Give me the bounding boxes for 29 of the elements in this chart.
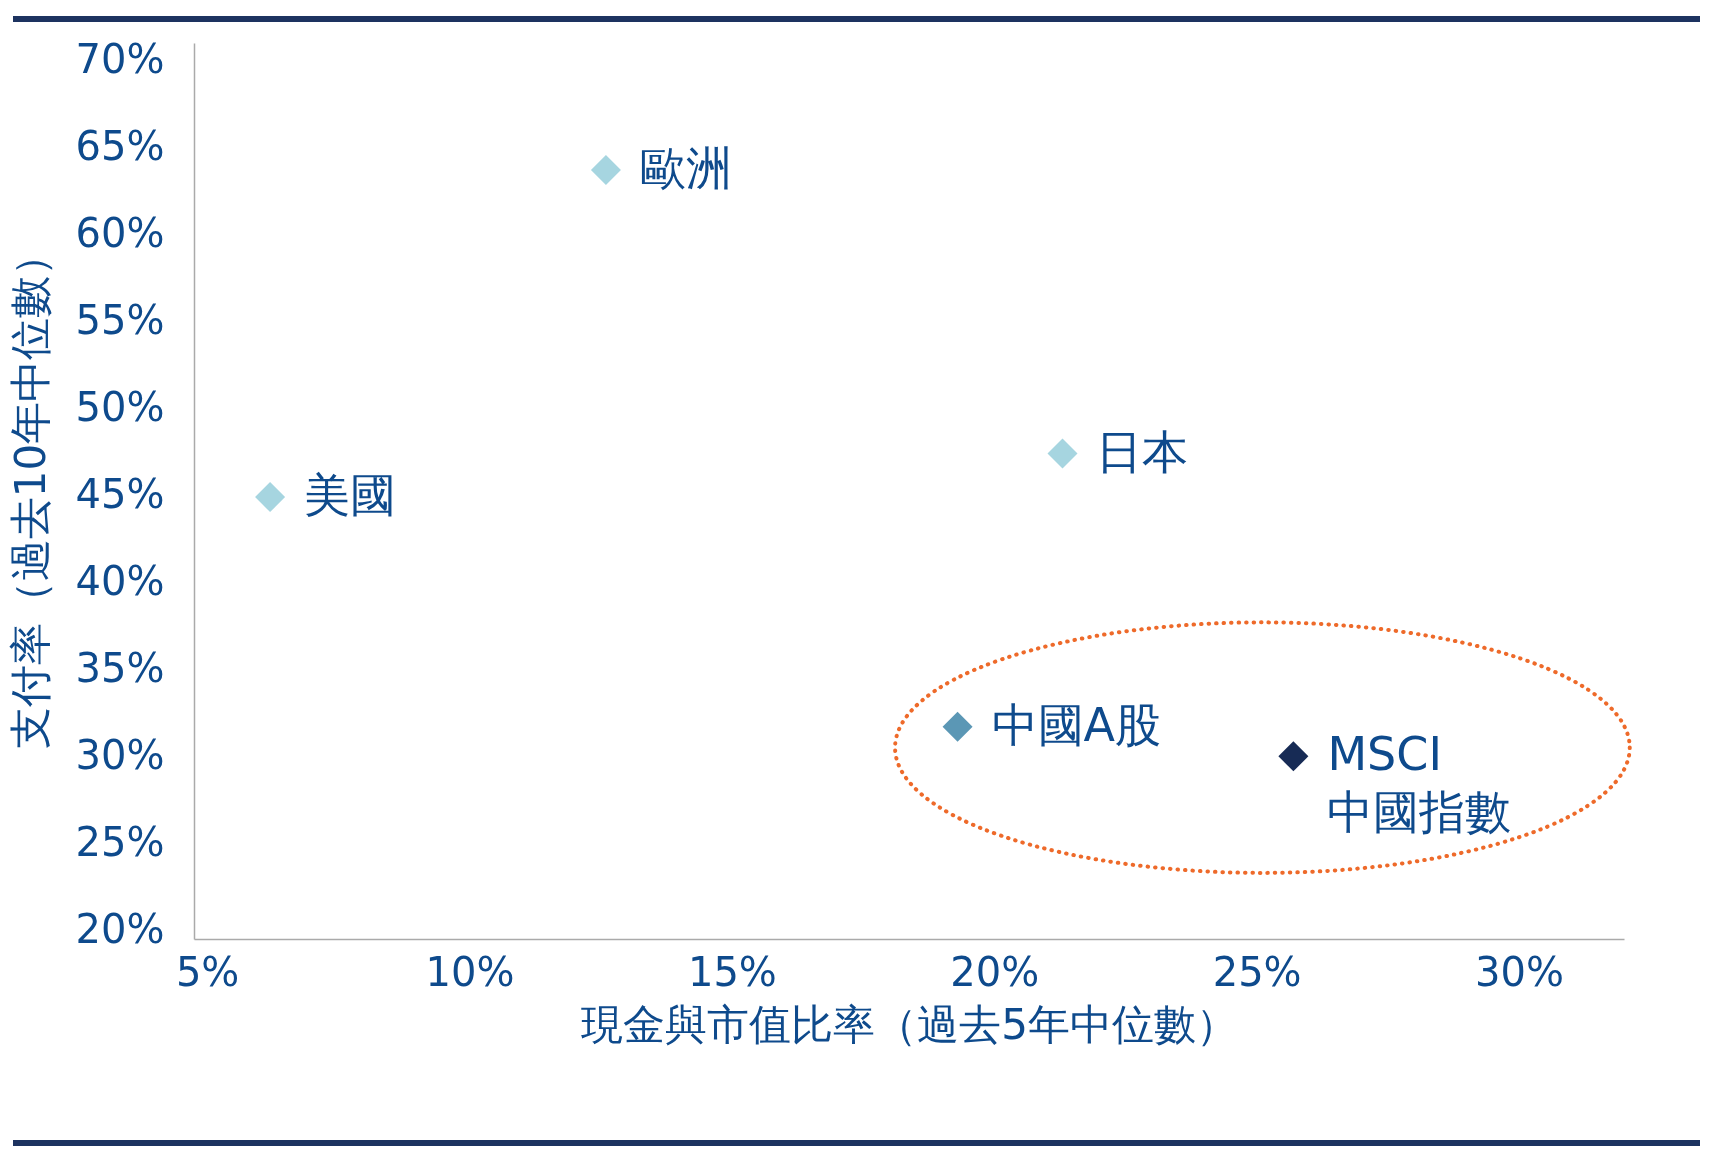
x-tick-label: 20% (950, 948, 1040, 995)
series-label: 美國 (304, 468, 397, 523)
y-tick-label: 30% (75, 731, 165, 778)
y-tick-label: 55% (75, 296, 165, 343)
y-axis-title: 支付率（過去10年中位數） (5, 233, 55, 750)
y-tick-label: 70% (75, 35, 165, 82)
y-tick-label: 50% (75, 383, 165, 430)
y-tick-label: 40% (75, 557, 165, 604)
x-tick-label: 30% (1475, 948, 1564, 995)
x-axis-title: 現金與市值比率（過去5年中位數） (581, 999, 1238, 1049)
point (942, 711, 973, 742)
series-label: 日本 (1096, 424, 1189, 479)
y-tick-label: 65% (75, 122, 165, 169)
point (1278, 741, 1309, 772)
y-tick-label: 60% (75, 209, 165, 256)
x-tick-label: 10% (425, 948, 515, 995)
y-tick-label: 45% (75, 470, 165, 517)
series-label: MSCI 中國指數 (1327, 727, 1512, 840)
y-tick-label: 25% (75, 818, 165, 865)
x-tick-label: 15% (687, 948, 777, 995)
x-tick-label: 5% (175, 948, 240, 995)
point (1047, 438, 1078, 469)
y-tick-label: 20% (75, 905, 165, 952)
point (255, 482, 286, 513)
x-tick-label: 25% (1212, 948, 1302, 995)
y-tick-label: 35% (75, 644, 165, 691)
point (590, 155, 621, 186)
series-label: 歐洲 (639, 141, 732, 196)
series-label: 中國A股 (991, 697, 1162, 752)
